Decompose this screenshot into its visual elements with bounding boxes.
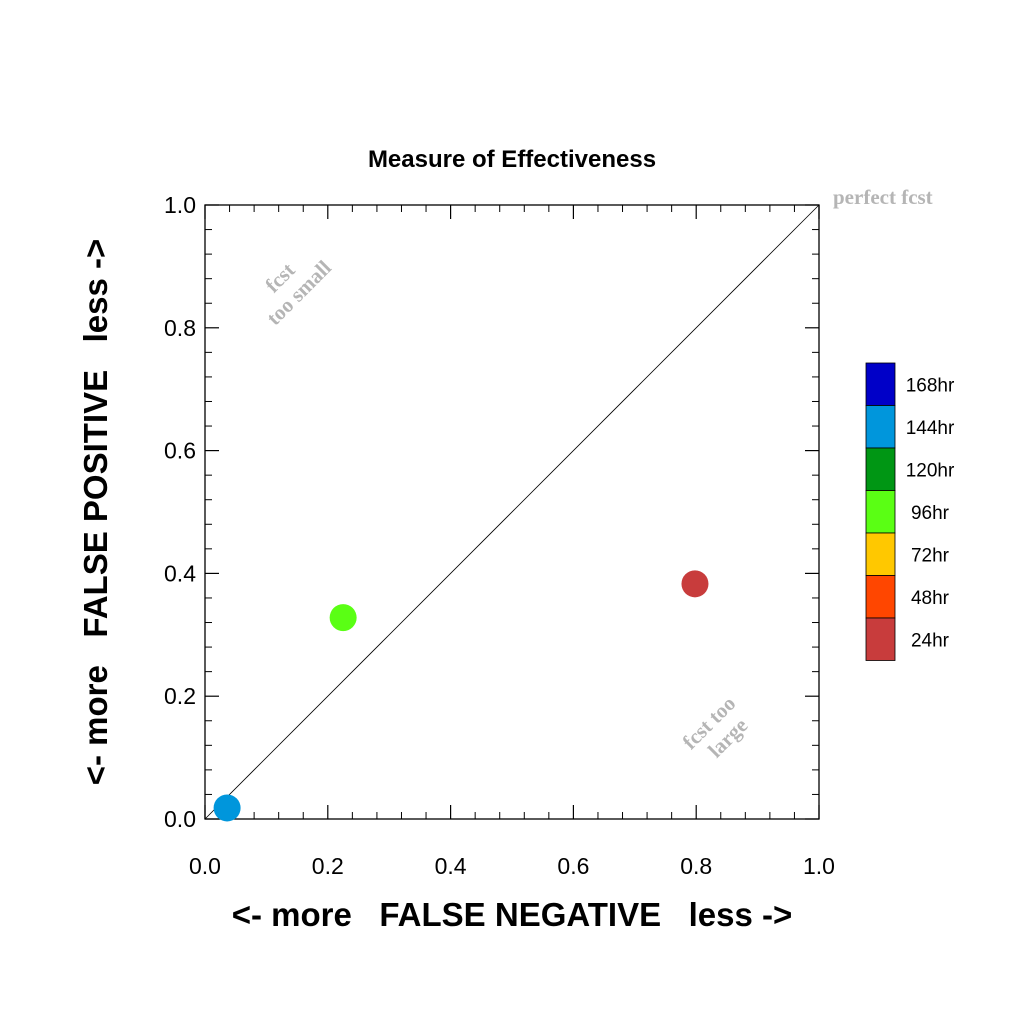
legend-label-72hr: 72hr: [911, 545, 950, 566]
major-ticks: [204, 204, 820, 820]
too-small-label: fcst too small: [245, 239, 336, 330]
perfect-forecast-label: perfect fcst: [833, 185, 933, 209]
legend-swatch-72hr: [865, 532, 896, 576]
legend: 168hr 144hr 120hr 96hr 72hr 48hr 24hr: [865, 362, 955, 661]
y-tick-label: 1.0: [164, 192, 196, 218]
x-tick-label: 0.4: [435, 853, 467, 879]
legend-label-48hr: 48hr: [911, 588, 950, 609]
x-tick-label: 0.2: [312, 853, 344, 879]
plot-frame: [204, 204, 820, 820]
legend-label-96hr: 96hr: [911, 503, 950, 524]
point-96hr: [329, 604, 357, 632]
legend-swatch-24hr: [865, 617, 896, 661]
y-tick-label: 0.8: [164, 315, 196, 341]
y-axis-title: <- more FALSE POSITIVE less ->: [77, 239, 114, 786]
legend-label-144hr: 144hr: [906, 418, 955, 439]
point-24hr: [681, 570, 709, 598]
legend-swatch-96hr: [865, 490, 896, 534]
legend-label-120hr: 120hr: [906, 460, 955, 481]
y-tick-label: 0.0: [164, 806, 196, 832]
x-tick-label: 1.0: [803, 853, 835, 879]
perfect-forecast-line: [204, 204, 820, 820]
chart-title: Measure of Effectiveness: [368, 146, 656, 173]
y-tick-label: 0.6: [164, 438, 196, 464]
x-tick-label: 0.0: [189, 853, 221, 879]
minor-ticks: [205, 205, 819, 819]
point-144hr: [213, 794, 241, 822]
x-axis-title: <- more FALSE NEGATIVE less ->: [232, 896, 793, 933]
legend-swatch-144hr: [865, 405, 896, 449]
x-tick-label: 0.6: [557, 853, 589, 879]
legend-label-24hr: 24hr: [911, 630, 950, 651]
legend-swatch-168hr: [865, 362, 896, 406]
data-points: [213, 570, 709, 822]
legend-swatch-48hr: [865, 575, 896, 619]
x-tick-label: 0.8: [680, 853, 712, 879]
x-tick-labels: 0.0 0.2 0.4 0.6 0.8 1.0: [189, 853, 835, 879]
plot-area: [204, 204, 820, 820]
y-tick-label: 0.2: [164, 683, 196, 709]
y-tick-label: 0.4: [164, 560, 196, 586]
too-large-label: fcst too large: [678, 688, 761, 771]
legend-swatch-120hr: [865, 447, 896, 491]
y-tick-labels: 0.0 0.2 0.4 0.6 0.8 1.0: [164, 192, 196, 832]
legend-label-168hr: 168hr: [906, 375, 955, 396]
